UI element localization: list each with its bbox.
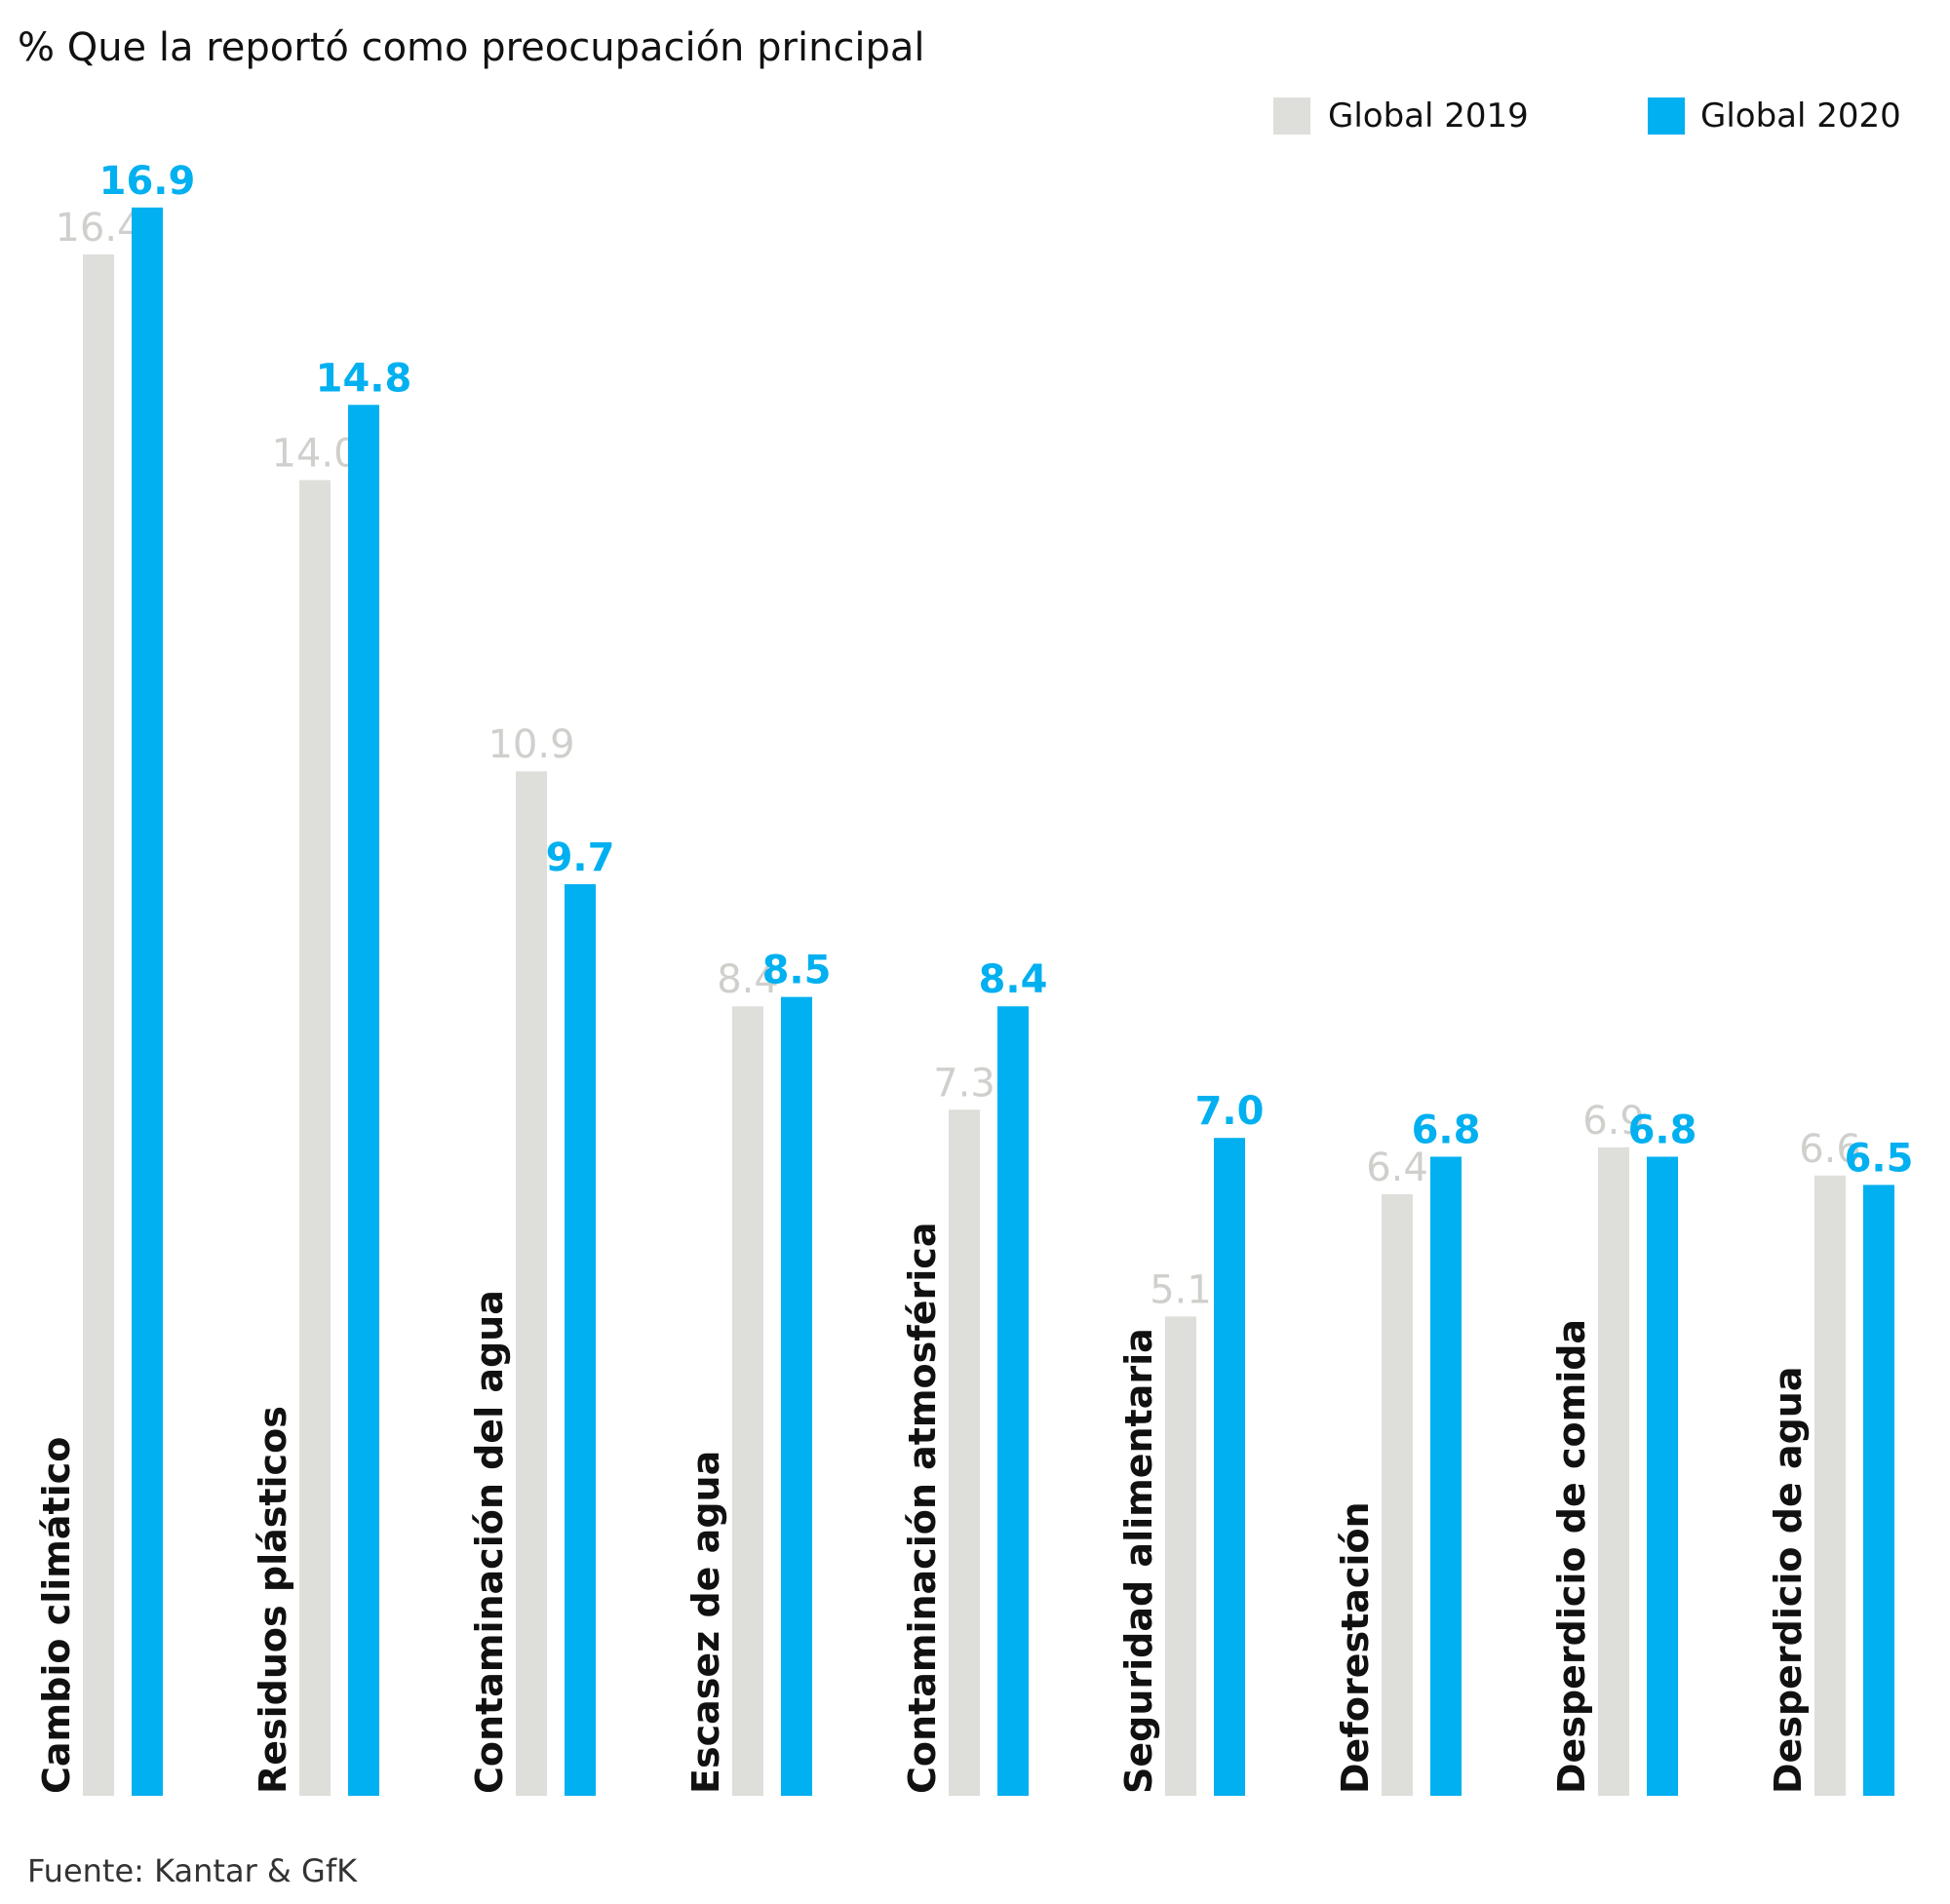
value-label-2019: 5.1 — [1150, 1267, 1212, 1312]
value-label-2019: 7.3 — [933, 1061, 995, 1106]
value-label-2020: 6.8 — [1628, 1107, 1697, 1152]
bar-global-2020 — [997, 1006, 1029, 1796]
bar-global-2020 — [1430, 1156, 1462, 1796]
value-label-2019: 10.9 — [488, 722, 574, 767]
value-label-2019: 6.9 — [1582, 1099, 1645, 1144]
category-label: Escasez de agua — [684, 1451, 727, 1794]
value-label-2020: 9.7 — [546, 835, 615, 880]
value-label-2019: 14.0 — [271, 431, 358, 476]
bar-global-2019 — [732, 1006, 763, 1796]
category-label: Contaminación atmosférica — [901, 1223, 944, 1794]
category-label: Desperdicio de agua — [1767, 1366, 1810, 1794]
bar-global-2020 — [565, 883, 596, 1796]
value-label-2020: 6.8 — [1412, 1107, 1481, 1152]
value-label-2020: 8.4 — [979, 957, 1048, 1002]
value-label-2019: 6.4 — [1366, 1146, 1428, 1190]
value-label-2020: 14.8 — [316, 356, 412, 401]
legend-label-2019: Global 2019 — [1328, 97, 1529, 136]
bar-global-2019 — [1598, 1146, 1629, 1796]
bar-global-2019 — [1382, 1194, 1413, 1796]
legend-label-2020: Global 2020 — [1700, 97, 1901, 136]
legend: Global 2019 Global 2020 — [1273, 97, 1901, 136]
bar-global-2020 — [348, 405, 379, 1796]
bar-global-2019 — [83, 254, 114, 1796]
category-label: Deforestación — [1334, 1501, 1377, 1794]
chart-title: % Que la reportó como preocupación princ… — [18, 25, 925, 70]
plot-area: Cambio climático 16.416.9 Residuos plástic… — [35, 159, 1914, 1797]
legend-swatch-2020 — [1648, 97, 1685, 135]
category-label: Cambio climático — [35, 1437, 78, 1794]
legend-swatch-2019 — [1273, 97, 1310, 135]
bar-global-2020 — [1647, 1156, 1678, 1796]
value-label-2019: 16.4 — [55, 206, 141, 251]
value-label-2020: 8.5 — [762, 949, 832, 993]
bar-global-2019 — [1814, 1175, 1846, 1796]
bar-global-2019 — [299, 480, 331, 1796]
value-label-2019: 8.4 — [717, 957, 779, 1002]
bar-global-2020 — [132, 207, 163, 1797]
category-label: Desperdicio de comida — [1550, 1319, 1593, 1794]
category-label: Contaminación del agua — [468, 1290, 511, 1794]
bar-global-2020 — [1863, 1185, 1894, 1796]
value-label-2020: 16.9 — [99, 159, 196, 204]
bar-global-2020 — [1214, 1138, 1245, 1796]
bar-global-2019 — [1165, 1316, 1196, 1796]
value-label-2020: 6.5 — [1845, 1136, 1914, 1181]
value-label-2019: 6.6 — [1799, 1127, 1861, 1172]
source-note: Fuente: Kantar & GfK — [27, 1852, 358, 1889]
bar-global-2019 — [516, 771, 547, 1796]
value-label-2020: 7.0 — [1195, 1089, 1265, 1134]
bar-global-2019 — [949, 1109, 980, 1796]
category-label: Seguridad alimentaria — [1117, 1328, 1160, 1794]
category-label: Residuos plásticos — [252, 1406, 294, 1794]
bar-global-2020 — [781, 996, 812, 1796]
